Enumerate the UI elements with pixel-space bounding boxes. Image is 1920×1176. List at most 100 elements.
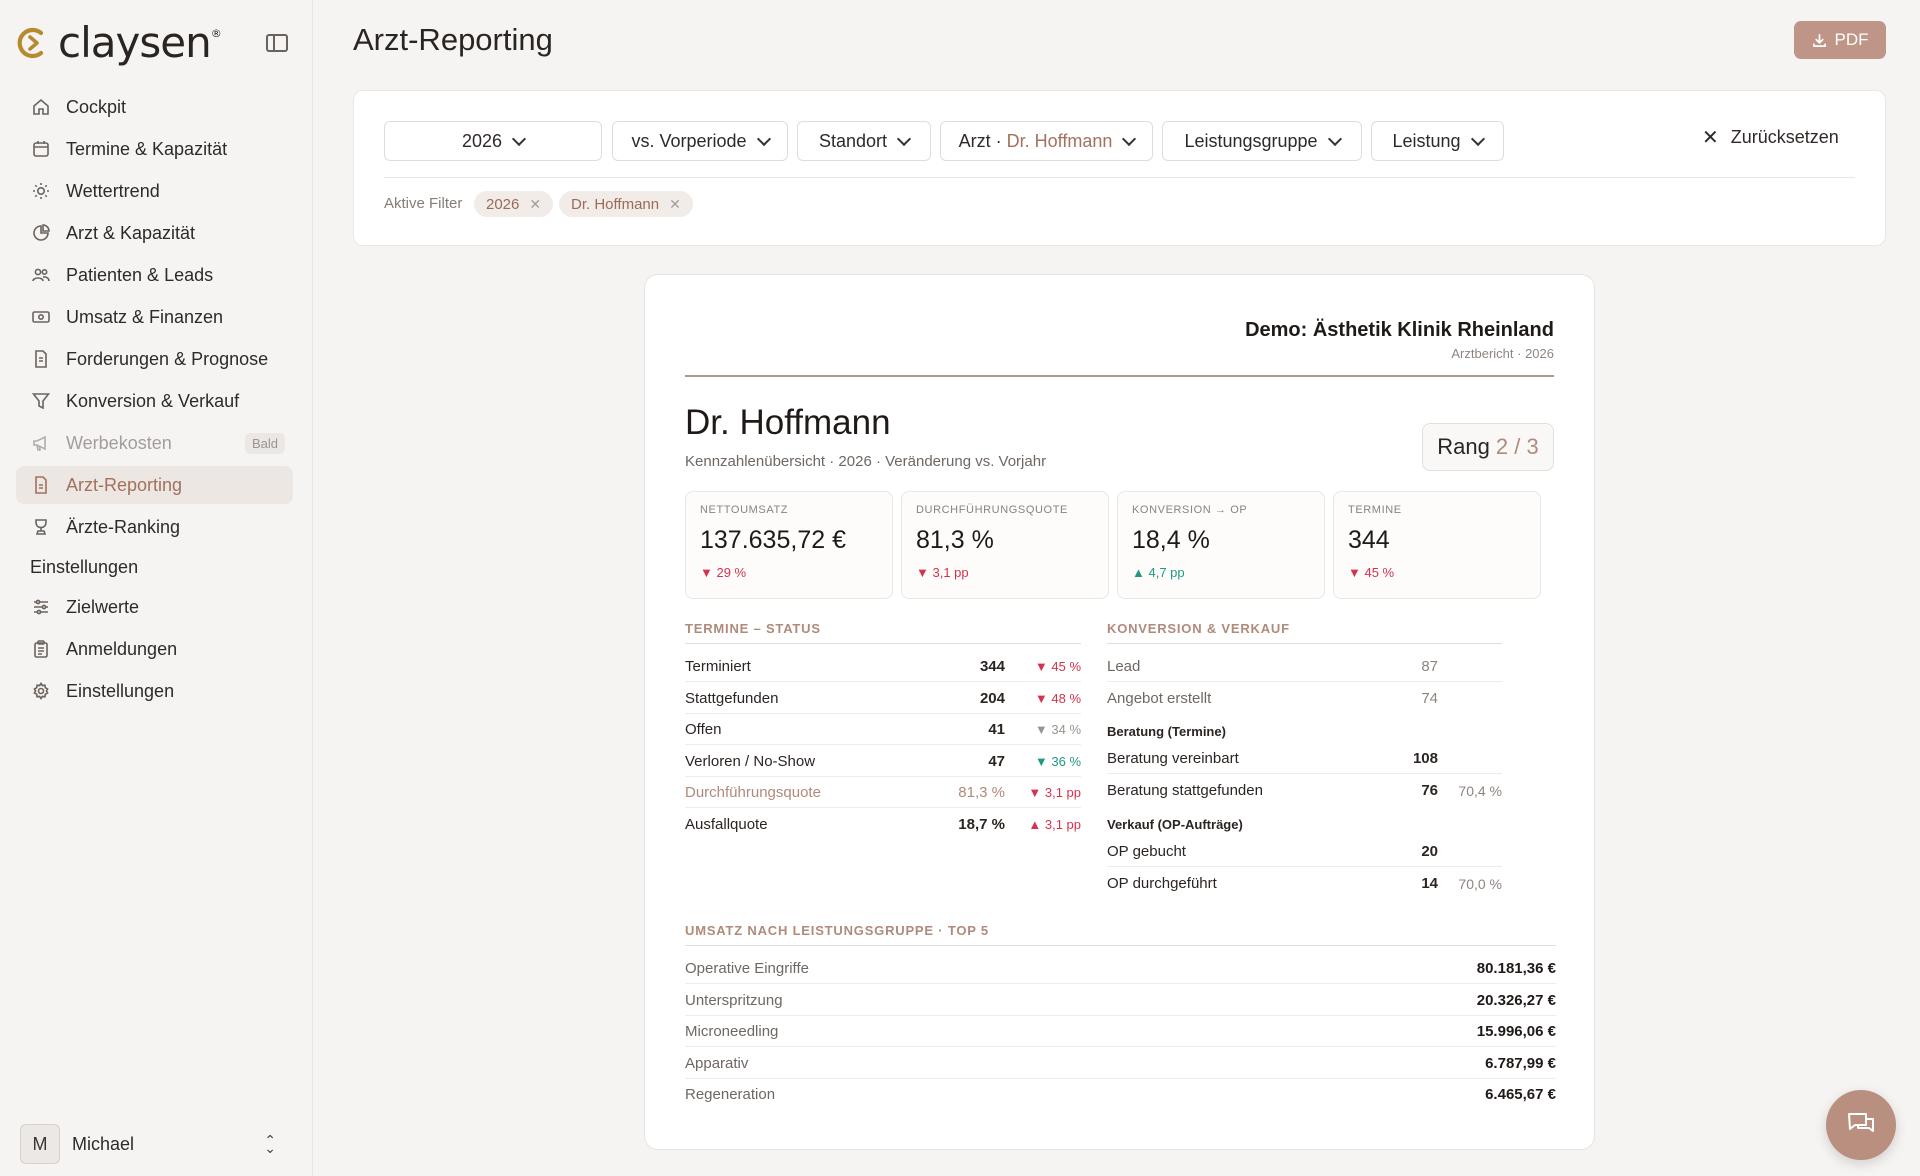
sidebar-item-zielwerte[interactable]: Zielwerte xyxy=(16,588,293,626)
section-rule xyxy=(1107,643,1502,644)
row-label: Apparativ xyxy=(685,1054,749,1072)
section-rule xyxy=(685,643,1081,644)
divider xyxy=(384,177,1855,178)
sidebar-nav: Cockpit Termine & Kapazität Wettertrend … xyxy=(16,88,293,714)
sidebar-item-einstellungen[interactable]: Einstellungen xyxy=(16,672,293,710)
sidebar-item-arzt-reporting[interactable]: Arzt-Reporting xyxy=(16,466,293,504)
reset-filters-button[interactable]: ✕ Zurücksetzen xyxy=(1702,127,1839,148)
kpi-label: NETTOUMSATZ xyxy=(700,504,789,516)
sidebar-item-patienten[interactable]: Patienten & Leads xyxy=(16,256,293,294)
row-delta: ▼ 34 % xyxy=(1034,721,1081,737)
clinic-name: Demo: Ästhetik Klinik Rheinland xyxy=(1245,319,1554,341)
row-delta: ▼ 45 % xyxy=(1034,658,1081,674)
row-label: Operative Eingriffe xyxy=(685,959,809,977)
kpi-label: DURCHFÜHRUNGSQUOTE xyxy=(916,504,1068,516)
table-row: Offen 41 ▼ 34 % xyxy=(685,714,1081,745)
chevron-down-icon xyxy=(1327,131,1342,146)
compare-select[interactable]: vs. Vorperiode xyxy=(612,121,788,161)
service-group-select[interactable]: Leistungsgruppe xyxy=(1162,121,1362,161)
row-value: 20.326,27 € xyxy=(1476,991,1556,1009)
filter-bar: 2026 vs. Vorperiode Standort Arzt · Dr. … xyxy=(353,90,1886,246)
filter-chip-doctor[interactable]: Dr. Hoffmann ✕ xyxy=(559,191,693,217)
table-row: Operative Eingriffe 80.181,36 € xyxy=(685,953,1556,984)
sidebar-toggle-icon[interactable] xyxy=(266,34,288,52)
kpi-delta: ▼ 3,1 pp xyxy=(916,565,969,580)
kpi-value: 344 xyxy=(1348,526,1390,554)
row-label: Beratung vereinbart xyxy=(1107,749,1239,767)
user-menu[interactable]: M Michael ⌃ ⌄ xyxy=(20,1124,290,1164)
sidebar-item-forderungen[interactable]: Forderungen & Prognose xyxy=(16,340,293,378)
chip-remove-icon[interactable]: ✕ xyxy=(669,195,681,212)
kpi-delta: ▲ 4,7 pp xyxy=(1132,565,1185,580)
sidebar-item-konversion[interactable]: Konversion & Verkauf xyxy=(16,382,293,420)
close-icon: ✕ xyxy=(1702,126,1719,149)
users-icon xyxy=(32,266,50,284)
table-row: Ausfallquote 18,7 % ▲ 3,1 pp xyxy=(685,809,1081,840)
sidebar-item-label: Ärzte-Ranking xyxy=(66,516,181,537)
sidebar-item-label: Patienten & Leads xyxy=(66,264,214,285)
chip-remove-icon[interactable]: ✕ xyxy=(529,195,542,212)
brand-logo[interactable]: claysen® xyxy=(16,22,222,64)
sidebar-item-label: Arzt-Reporting xyxy=(66,474,183,495)
row-value: 108 xyxy=(1412,749,1438,767)
row-label: OP gebucht xyxy=(1107,842,1186,860)
year-select-value: 2026 xyxy=(461,130,503,151)
table-row: Verloren / No-Show 47 ▼ 36 % xyxy=(685,746,1081,777)
clipboard-icon xyxy=(32,640,50,658)
sidebar-item-wettertrend[interactable]: Wettertrend xyxy=(16,172,293,210)
compare-select-value: vs. Vorperiode xyxy=(631,130,747,151)
rank-label: Rang xyxy=(1437,434,1490,459)
sidebar-item-anmeldungen[interactable]: Anmeldungen xyxy=(16,630,293,668)
sliders-icon xyxy=(32,598,50,616)
sidebar-item-umsatz[interactable]: Umsatz & Finanzen xyxy=(16,298,293,336)
chat-icon xyxy=(1848,1113,1874,1132)
row-label: Microneedling xyxy=(685,1022,779,1040)
filter-chip-year[interactable]: 2026 ✕ xyxy=(474,191,554,217)
subhead-beratung: Beratung (Termine) xyxy=(1107,724,1226,739)
doctor-subtitle: Kennzahlenübersicht · 2026 · Veränderung… xyxy=(685,453,1047,470)
kpi-value: 137.635,72 € xyxy=(700,526,846,554)
service-select[interactable]: Leistung xyxy=(1371,121,1504,161)
row-value: 81,3 % xyxy=(958,783,1005,801)
row-value: 14 xyxy=(1421,875,1438,892)
rank-value: 2 / 3 xyxy=(1495,434,1539,459)
gear-icon xyxy=(32,682,50,700)
rank-badge: Rang 2 / 3 xyxy=(1422,423,1554,471)
megaphone-icon xyxy=(32,434,50,452)
user-name: Michael xyxy=(72,1133,135,1154)
calendar-icon xyxy=(32,140,50,158)
row-value: 41 xyxy=(988,720,1005,738)
row-pct: 70,0 % xyxy=(1458,875,1502,892)
active-filters-label: Aktive Filter xyxy=(384,195,463,212)
row-value: 6.465,67 € xyxy=(1485,1086,1556,1103)
logo-mark-icon xyxy=(17,27,44,59)
table-row: OP durchgeführt 14 70,0 % xyxy=(1107,868,1502,899)
table-row: Beratung vereinbart 108 xyxy=(1107,743,1502,774)
doctor-select[interactable]: Arzt · Dr. Hoffmann xyxy=(940,121,1153,161)
sidebar-section-settings: Einstellungen xyxy=(30,556,139,577)
sidebar-item-cockpit[interactable]: Cockpit xyxy=(16,88,293,126)
sidebar-item-werbekosten[interactable]: Werbekosten Bald xyxy=(16,424,293,462)
sidebar-item-label: Termine & Kapazität xyxy=(66,138,228,159)
table-row: Unterspritzung 20.326,27 € xyxy=(685,985,1556,1016)
row-label: Durchführungsquote xyxy=(685,783,821,801)
chat-button[interactable] xyxy=(1826,1090,1896,1160)
table-row: Beratung stattgefunden 76 70,4 % xyxy=(1107,775,1502,806)
chevron-up-down-icon: ⌃ ⌄ xyxy=(264,1132,276,1156)
table-row: Terminiert 344 ▼ 45 % xyxy=(685,651,1081,682)
location-select[interactable]: Standort xyxy=(797,121,931,161)
pdf-download-button[interactable]: PDF xyxy=(1794,21,1886,59)
chip-label: 2026 xyxy=(486,195,520,213)
sidebar-item-arzt-kapazitaet[interactable]: Arzt & Kapazität xyxy=(16,214,293,252)
sidebar-item-termine[interactable]: Termine & Kapazität xyxy=(16,130,293,168)
kpi-label: TERMINE xyxy=(1348,504,1402,516)
kpi-label: KONVERSION → OP xyxy=(1132,504,1248,516)
chevron-down-icon xyxy=(896,131,912,146)
banknote-icon xyxy=(32,308,50,326)
sidebar-item-label: Wettertrend xyxy=(66,180,160,201)
year-select[interactable]: 2026 xyxy=(384,121,602,161)
report-subtitle: Arztbericht · 2026 xyxy=(1451,346,1554,361)
chevron-down-icon xyxy=(511,131,527,146)
sidebar-item-aerzte-ranking[interactable]: Ärzte-Ranking xyxy=(16,508,293,546)
reset-label: Zurücksetzen xyxy=(1730,127,1839,147)
